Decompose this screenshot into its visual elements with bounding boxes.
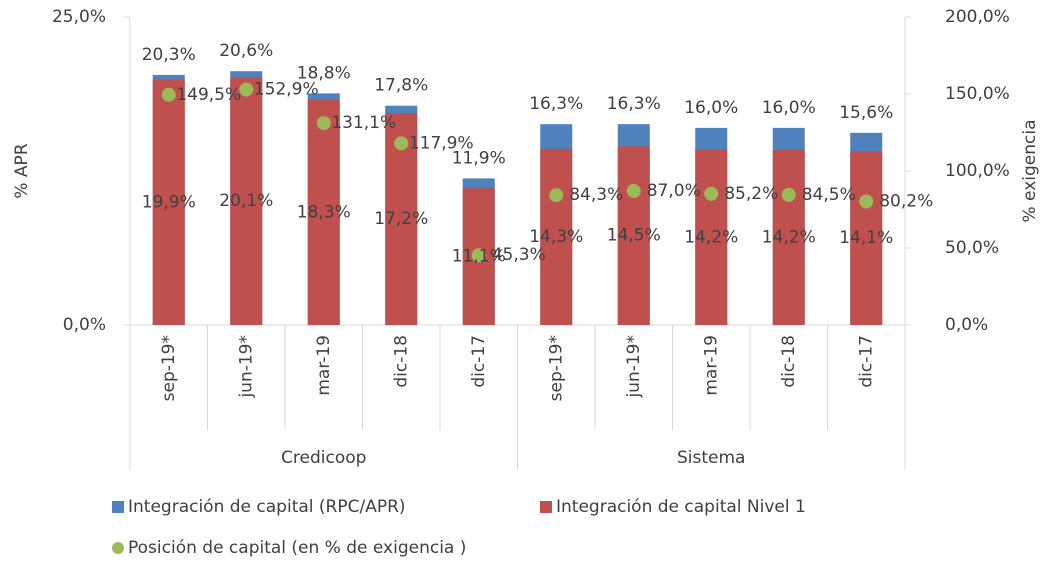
bar	[230, 77, 263, 325]
group-label: Sistema	[677, 448, 745, 468]
point	[316, 116, 331, 131]
data-label: 85,2%	[724, 184, 778, 204]
data-label: 16,3%	[529, 94, 583, 114]
x-tick-label: mar-19	[701, 335, 721, 396]
point	[471, 248, 486, 263]
data-label: 17,8%	[374, 76, 428, 96]
legend-label: Integración de capital Nivel 1	[556, 497, 806, 517]
bar	[772, 150, 805, 325]
bar	[152, 79, 185, 325]
y-tick-label: 0,0%	[63, 315, 106, 335]
data-label: 84,5%	[802, 185, 856, 205]
data-label: 16,3%	[607, 94, 661, 114]
data-label: 14,1%	[839, 228, 893, 248]
y2-axis-title: % exigencia	[1020, 119, 1040, 222]
data-label: 15,6%	[839, 103, 893, 123]
data-label: 19,9%	[142, 192, 196, 212]
legend-label: Posición de capital (en % de exigencia )	[128, 538, 466, 558]
point	[781, 187, 796, 202]
data-label: 80,2%	[879, 191, 933, 211]
point	[161, 87, 176, 102]
bar	[540, 148, 573, 325]
legend-swatch	[112, 501, 124, 513]
data-label: 117,9%	[409, 133, 474, 153]
data-label: 20,6%	[219, 41, 273, 61]
data-label: 45,3%	[492, 245, 546, 265]
data-label: 11,9%	[452, 148, 506, 168]
data-label: 14,2%	[684, 228, 738, 248]
x-tick-label: dic-18	[391, 335, 411, 388]
y-axis-title: % APR	[12, 143, 32, 198]
x-tick-label: sep-19*	[159, 335, 179, 401]
point	[704, 186, 719, 201]
data-label: 17,2%	[374, 209, 428, 229]
x-tick-label: dic-17	[856, 335, 876, 388]
bar	[850, 151, 883, 325]
y2-tick-label: 200,0%	[945, 7, 1010, 27]
data-label: 14,5%	[607, 226, 661, 246]
data-label: 149,5%	[176, 85, 241, 105]
y-tick-label: 25,0%	[52, 7, 106, 27]
data-label: 18,8%	[297, 63, 351, 83]
point	[239, 82, 254, 97]
data-label: 84,3%	[569, 185, 623, 205]
y2-tick-label: 50,0%	[945, 238, 999, 258]
data-label: 20,3%	[142, 45, 196, 65]
data-label: 16,0%	[762, 98, 816, 118]
y2-tick-label: 0,0%	[945, 315, 988, 335]
bar	[617, 146, 650, 325]
data-label: 20,1%	[219, 191, 273, 211]
point	[626, 184, 641, 199]
data-label: 18,3%	[297, 202, 351, 222]
x-tick-label: jun-19*	[236, 335, 256, 399]
y2-tick-label: 150,0%	[945, 84, 1010, 104]
data-label: 11,1%	[452, 247, 506, 267]
point	[859, 194, 874, 209]
data-label: 14,3%	[529, 227, 583, 247]
data-label: 16,0%	[684, 98, 738, 118]
data-label: 131,1%	[331, 113, 396, 133]
y2-tick-label: 100,0%	[945, 161, 1010, 181]
legend-swatch	[540, 501, 552, 513]
point	[549, 188, 564, 203]
x-tick-label: dic-18	[779, 335, 799, 388]
x-tick-label: dic-17	[469, 335, 489, 388]
data-label: 152,9%	[254, 80, 319, 100]
data-label: 87,0%	[647, 181, 701, 201]
bar	[307, 99, 340, 325]
bar	[695, 150, 728, 325]
group-label: Credicoop	[281, 448, 366, 468]
point	[394, 136, 409, 151]
legend-label: Integración de capital (RPC/APR)	[128, 497, 406, 517]
x-tick-label: mar-19	[314, 335, 334, 396]
data-label: 14,2%	[762, 228, 816, 248]
x-tick-label: jun-19*	[624, 335, 644, 399]
legend-swatch	[112, 542, 124, 554]
x-tick-label: sep-19*	[546, 335, 566, 401]
